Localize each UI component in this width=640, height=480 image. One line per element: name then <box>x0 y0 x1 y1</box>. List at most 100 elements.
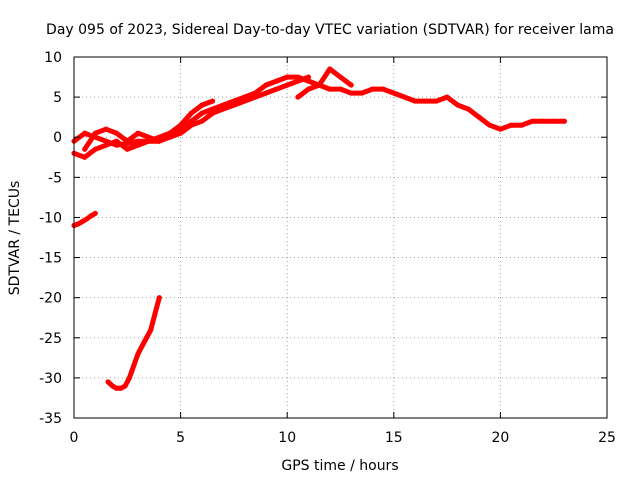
data-point <box>242 98 248 104</box>
data-point <box>82 130 88 136</box>
data-point <box>146 134 152 140</box>
data-point <box>519 122 525 128</box>
data-point <box>252 94 258 100</box>
data-point <box>139 343 145 349</box>
data-point <box>152 311 158 317</box>
data-point <box>284 82 290 88</box>
x-tick-label: 20 <box>491 430 509 446</box>
data-point <box>263 82 269 88</box>
data-point <box>284 74 290 80</box>
data-point <box>156 295 162 301</box>
data-point <box>178 130 184 136</box>
data-series-group <box>71 66 567 391</box>
data-point <box>135 130 141 136</box>
data-point <box>295 94 301 100</box>
data-point <box>82 154 88 160</box>
data-point <box>263 90 269 96</box>
data-point <box>144 335 149 341</box>
data-point <box>188 110 194 116</box>
data-point <box>109 383 115 389</box>
data-point <box>370 86 375 92</box>
data-point <box>551 118 557 124</box>
x-tick-label: 25 <box>598 430 616 446</box>
data-point <box>88 213 94 219</box>
data-point <box>126 375 132 381</box>
data-point <box>210 98 216 104</box>
x-axis-label: GPS time / hours <box>281 458 398 474</box>
data-point <box>75 221 81 227</box>
series-segment-1 <box>71 210 98 228</box>
series-late-arc <box>295 66 354 100</box>
data-point <box>167 130 173 136</box>
x-tick-label: 0 <box>70 430 79 446</box>
data-point <box>348 90 354 96</box>
data-point <box>199 118 205 124</box>
y-tick-label: 10 <box>44 50 62 66</box>
data-point <box>465 106 471 112</box>
data-point <box>84 216 90 222</box>
y-tick-label: -10 <box>39 210 62 226</box>
data-point <box>156 138 162 144</box>
data-point <box>529 118 535 124</box>
grid-lines <box>74 57 607 418</box>
data-point <box>561 118 567 124</box>
y-tick-label: -25 <box>39 331 62 347</box>
data-point <box>103 142 109 148</box>
data-point <box>476 114 482 120</box>
data-point <box>114 385 120 391</box>
x-tick-label: 10 <box>278 430 296 446</box>
series-segment-2 <box>105 295 162 391</box>
data-point <box>338 86 343 92</box>
y-tick-label: 5 <box>53 90 62 106</box>
y-axis-label: SDTVAR / TECUs <box>7 181 23 296</box>
x-tick-label: 15 <box>385 430 403 446</box>
data-point <box>359 90 365 96</box>
data-point <box>423 98 429 104</box>
x-tick-label: 5 <box>176 430 185 446</box>
data-point <box>80 219 85 224</box>
chart-title: Day 095 of 2023, Sidereal Day-to-day VTE… <box>46 22 614 38</box>
y-tick-label: -15 <box>39 251 62 267</box>
data-point <box>135 142 141 148</box>
data-point <box>487 122 493 128</box>
data-point <box>455 102 461 108</box>
data-point <box>92 146 98 152</box>
data-point <box>295 78 301 84</box>
data-point <box>316 82 322 88</box>
data-point <box>306 86 311 92</box>
data-point <box>118 385 124 391</box>
data-point <box>540 118 546 124</box>
data-point <box>402 94 407 100</box>
data-point <box>338 74 343 80</box>
data-point <box>327 66 333 72</box>
data-point <box>199 110 205 116</box>
data-point <box>220 106 226 112</box>
y-tick-label: -30 <box>39 371 62 387</box>
data-point <box>274 78 279 84</box>
data-point <box>131 363 137 369</box>
axis-ticks: 0 5 10 15 20 25 -35 -30 -25 -20 -15 -10 -5 0 5 10 <box>39 50 616 446</box>
data-point <box>444 94 450 100</box>
data-point <box>188 122 194 128</box>
data-point <box>210 110 216 116</box>
data-point <box>178 122 184 128</box>
data-point <box>274 86 279 92</box>
data-point <box>380 86 386 92</box>
data-point <box>124 138 130 144</box>
data-point <box>135 351 141 357</box>
data-point <box>231 102 237 108</box>
data-point <box>327 86 333 92</box>
data-point <box>412 98 418 104</box>
data-point <box>103 126 109 132</box>
data-point <box>114 130 120 136</box>
data-point <box>433 98 439 104</box>
data-point <box>508 122 514 128</box>
data-point <box>114 138 120 144</box>
data-point <box>82 146 88 152</box>
data-point <box>497 126 503 132</box>
data-point <box>92 210 98 216</box>
y-tick-label: -35 <box>39 411 62 427</box>
data-point <box>105 379 111 385</box>
